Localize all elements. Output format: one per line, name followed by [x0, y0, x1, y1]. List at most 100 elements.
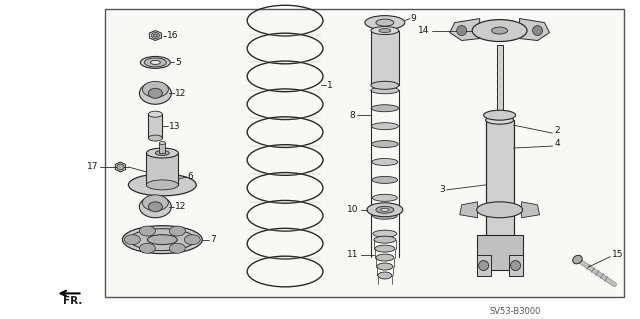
- Ellipse shape: [154, 34, 157, 37]
- Ellipse shape: [378, 272, 392, 279]
- Ellipse shape: [129, 229, 195, 251]
- Bar: [378, 276, 392, 285]
- Bar: [371, 31, 399, 85]
- Ellipse shape: [170, 243, 186, 253]
- Ellipse shape: [117, 164, 124, 170]
- Text: 3: 3: [439, 185, 445, 194]
- Bar: [477, 255, 491, 277]
- Ellipse shape: [477, 202, 522, 218]
- Ellipse shape: [484, 110, 516, 120]
- Bar: [372, 180, 397, 198]
- Bar: [371, 90, 399, 108]
- Text: 10: 10: [348, 205, 359, 214]
- Ellipse shape: [379, 29, 391, 33]
- Ellipse shape: [140, 226, 156, 236]
- Ellipse shape: [472, 19, 527, 41]
- Ellipse shape: [156, 151, 170, 156]
- Text: 17: 17: [87, 162, 99, 172]
- Bar: [371, 108, 399, 126]
- Ellipse shape: [373, 230, 397, 237]
- Ellipse shape: [184, 235, 200, 245]
- Bar: [375, 249, 395, 257]
- Text: 8: 8: [349, 111, 355, 120]
- Ellipse shape: [148, 135, 163, 141]
- Ellipse shape: [372, 176, 397, 183]
- Ellipse shape: [376, 254, 394, 261]
- Text: 14: 14: [419, 26, 430, 35]
- Text: 7: 7: [210, 235, 216, 244]
- Ellipse shape: [372, 159, 398, 166]
- Ellipse shape: [367, 203, 403, 217]
- Bar: [371, 126, 398, 144]
- Ellipse shape: [573, 255, 582, 264]
- Ellipse shape: [371, 123, 398, 130]
- Text: 4: 4: [554, 138, 560, 148]
- Ellipse shape: [124, 235, 140, 245]
- Ellipse shape: [381, 208, 389, 211]
- Polygon shape: [460, 202, 477, 218]
- Ellipse shape: [140, 196, 172, 218]
- Ellipse shape: [372, 141, 398, 148]
- Ellipse shape: [375, 245, 395, 252]
- Ellipse shape: [147, 180, 179, 190]
- Text: 6: 6: [188, 173, 193, 182]
- Bar: [147, 153, 179, 185]
- Text: SV53-B3000: SV53-B3000: [490, 307, 541, 316]
- Text: 16: 16: [167, 31, 179, 40]
- Text: 1: 1: [327, 81, 333, 90]
- Polygon shape: [450, 19, 479, 41]
- Ellipse shape: [122, 226, 202, 254]
- Bar: [372, 144, 398, 162]
- Polygon shape: [520, 19, 550, 41]
- Ellipse shape: [140, 56, 170, 68]
- Text: 12: 12: [175, 202, 187, 211]
- Ellipse shape: [159, 142, 165, 145]
- Polygon shape: [522, 202, 540, 218]
- Ellipse shape: [142, 195, 168, 211]
- Bar: [497, 45, 502, 115]
- Ellipse shape: [142, 81, 168, 97]
- Bar: [376, 257, 394, 267]
- Ellipse shape: [371, 87, 399, 94]
- Bar: [509, 255, 522, 277]
- Text: 15: 15: [612, 250, 624, 259]
- Ellipse shape: [150, 60, 161, 64]
- Ellipse shape: [371, 105, 399, 112]
- Bar: [374, 240, 396, 249]
- Bar: [372, 216, 397, 234]
- Ellipse shape: [457, 26, 467, 35]
- Bar: [486, 120, 513, 240]
- Polygon shape: [149, 31, 161, 41]
- Text: 5: 5: [175, 58, 181, 67]
- Ellipse shape: [145, 58, 166, 67]
- Ellipse shape: [140, 243, 156, 253]
- Text: 13: 13: [170, 122, 181, 131]
- Ellipse shape: [365, 16, 405, 30]
- Bar: [377, 267, 393, 276]
- Ellipse shape: [372, 194, 397, 201]
- Ellipse shape: [532, 26, 543, 35]
- Ellipse shape: [377, 263, 393, 270]
- Ellipse shape: [486, 236, 513, 244]
- Ellipse shape: [486, 116, 513, 124]
- Text: 12: 12: [175, 89, 187, 98]
- Bar: [372, 198, 397, 216]
- Ellipse shape: [148, 202, 163, 212]
- Ellipse shape: [511, 261, 520, 271]
- Ellipse shape: [492, 27, 508, 34]
- Ellipse shape: [372, 212, 397, 219]
- Ellipse shape: [147, 235, 177, 245]
- Ellipse shape: [170, 226, 186, 236]
- Bar: [373, 234, 397, 252]
- Text: 11: 11: [348, 250, 359, 259]
- Bar: [372, 162, 398, 180]
- Ellipse shape: [376, 206, 394, 213]
- Bar: [106, 9, 625, 297]
- Ellipse shape: [148, 88, 163, 98]
- Ellipse shape: [376, 19, 394, 26]
- Ellipse shape: [140, 82, 172, 104]
- Ellipse shape: [147, 148, 179, 158]
- Ellipse shape: [129, 174, 196, 196]
- Ellipse shape: [371, 26, 399, 34]
- Ellipse shape: [374, 236, 396, 243]
